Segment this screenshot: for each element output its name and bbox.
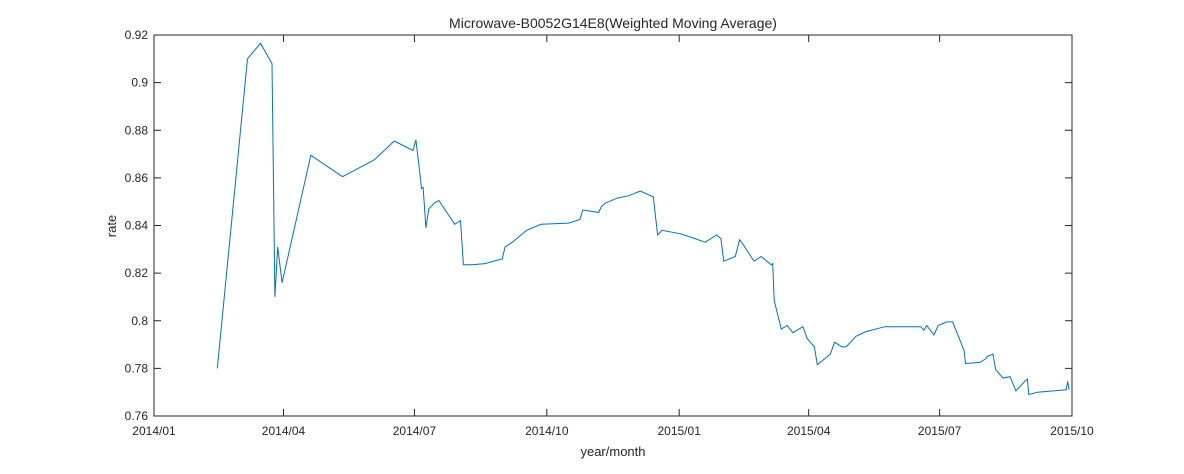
y-tick-label: 0.78 bbox=[125, 361, 149, 375]
series-line bbox=[216, 42, 1070, 396]
x-tick-label: 2014/07 bbox=[393, 424, 437, 438]
y-tick-label: 0.76 bbox=[125, 409, 149, 423]
y-tick-label: 0.88 bbox=[125, 123, 149, 137]
x-tick-label: 2015/01 bbox=[657, 424, 701, 438]
y-tick-label: 0.9 bbox=[131, 76, 148, 90]
y-tick-label: 0.82 bbox=[125, 266, 149, 280]
x-tick-label: 2015/04 bbox=[787, 424, 831, 438]
x-tick-label: 2014/01 bbox=[132, 424, 176, 438]
ticks: 2014/01 2014/04 2014/07 2014/10 2015/01 2015/… bbox=[125, 28, 1094, 438]
y-tick-label: 0.84 bbox=[125, 219, 149, 233]
x-tick-label: 2015/07 bbox=[918, 424, 962, 438]
y-tick-label: 0.86 bbox=[125, 171, 149, 185]
x-tick-label: 2014/04 bbox=[262, 424, 306, 438]
y-axis-label: rate bbox=[104, 215, 119, 237]
y-tick-label: 0.8 bbox=[131, 314, 148, 328]
x-axis-label: year/month bbox=[580, 444, 645, 459]
x-tick-label: 2014/10 bbox=[525, 424, 569, 438]
plot-box bbox=[153, 34, 1073, 417]
x-tick-label: 2015/10 bbox=[1050, 424, 1094, 438]
plot-area bbox=[154, 35, 1072, 416]
chart-title: Microwave-B0052G14E8(Weighted Moving Ave… bbox=[449, 15, 777, 31]
y-tick-label: 0.92 bbox=[125, 28, 149, 42]
